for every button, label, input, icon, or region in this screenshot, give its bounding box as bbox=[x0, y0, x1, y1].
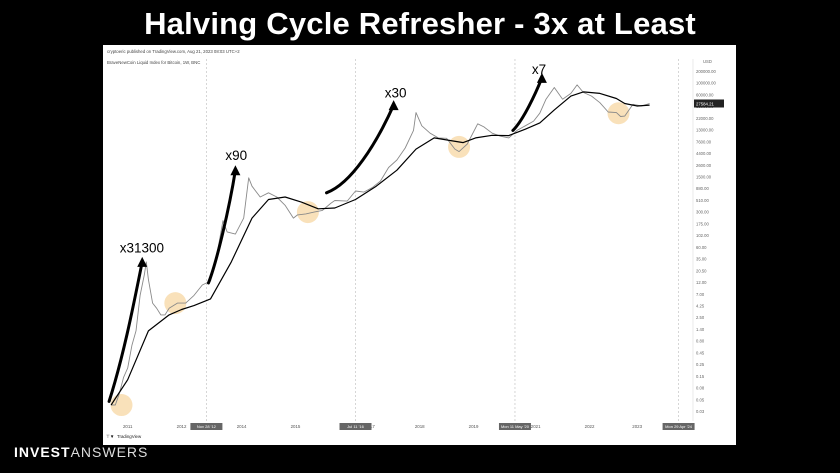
tradingview-watermark: TradingView bbox=[117, 434, 142, 439]
y-tick-label: 1500.00 bbox=[696, 175, 712, 180]
y-tick-label: 0.25 bbox=[696, 362, 705, 367]
y-tick-label: 880.00 bbox=[696, 186, 709, 191]
growth-arrow-head bbox=[230, 165, 241, 176]
y-tick-label: 102.00 bbox=[696, 233, 709, 238]
multiplier-annotation: x7 bbox=[532, 62, 546, 77]
y-tick-label: 22000.00 bbox=[696, 116, 714, 121]
current-price-box bbox=[694, 99, 724, 108]
y-tick-label: 13000.00 bbox=[696, 128, 714, 133]
growth-arrow-head bbox=[137, 256, 148, 267]
x-tick-label: 2011 bbox=[123, 424, 133, 429]
x-axis-band bbox=[103, 421, 736, 439]
y-tick-label: 4.25 bbox=[696, 303, 705, 308]
halving-marker-box bbox=[662, 423, 695, 430]
y-tick-label: 0.08 bbox=[696, 386, 705, 391]
price-line[interactable] bbox=[111, 84, 650, 406]
x-tick-label: 2022 bbox=[585, 424, 595, 429]
y-tick-label: 1.40 bbox=[696, 327, 705, 332]
y-tick-label: 100000.00 bbox=[696, 81, 716, 86]
halving-marker-box bbox=[498, 423, 531, 430]
x-tick-label: 2018 bbox=[415, 424, 425, 429]
tradingview-logo-icon: ⊤▼ bbox=[106, 434, 114, 439]
price-chart[interactable]: cryptoeric published on TradingView.com,… bbox=[103, 45, 736, 445]
y-tick-label: 4400.00 bbox=[696, 151, 712, 156]
growth-arrow-head bbox=[536, 72, 547, 83]
halving-marker-box bbox=[190, 423, 223, 430]
halving-marker-label: Nov 28 '12 bbox=[197, 424, 217, 429]
chart-published-line: cryptoeric published on TradingView.com,… bbox=[107, 49, 240, 54]
y-axis-unit: USD bbox=[703, 59, 712, 64]
multiplier-annotation: x90 bbox=[225, 148, 247, 163]
halving-marker-label: Mon 29 Apr '24 bbox=[665, 424, 693, 429]
x-tick-label: 2021 bbox=[531, 424, 541, 429]
y-tick-label: 510.00 bbox=[696, 198, 709, 203]
y-tick-label: 60.00 bbox=[696, 245, 707, 250]
chart-panel: cryptoeric published on TradingView.com,… bbox=[103, 45, 736, 445]
y-tick-label: 0.05 bbox=[696, 397, 705, 402]
y-tick-label: 0.80 bbox=[696, 339, 705, 344]
x-tick-label: 2015 bbox=[291, 424, 301, 429]
growth-arrow bbox=[107, 260, 144, 403]
growth-arrow bbox=[325, 103, 396, 195]
y-tick-label: 0.03 bbox=[696, 409, 705, 414]
brand-logo-light: ANSWERS bbox=[70, 444, 149, 460]
moving-average-line[interactable] bbox=[110, 91, 650, 406]
y-tick-label: 7600.00 bbox=[696, 139, 712, 144]
y-tick-label: 12.00 bbox=[696, 280, 707, 285]
y-tick-label: 200000.00 bbox=[696, 69, 716, 74]
x-tick-label: 2019 bbox=[469, 424, 479, 429]
y-tick-label: 35.00 bbox=[696, 257, 707, 262]
y-tick-label: 0.15 bbox=[696, 374, 705, 379]
multiplier-annotation: x31300 bbox=[120, 241, 164, 256]
x-tick-label: 2014 bbox=[237, 424, 247, 429]
highlight-circle bbox=[448, 135, 471, 158]
brand-logo-bold: INVEST bbox=[14, 444, 71, 460]
y-tick-label: 2.50 bbox=[696, 315, 705, 320]
multiplier-annotation: x30 bbox=[385, 85, 407, 100]
y-tick-label: 2600.00 bbox=[696, 163, 712, 168]
highlight-circle bbox=[607, 102, 630, 125]
growth-arrow-head bbox=[388, 100, 399, 111]
x-tick-label: 2012 bbox=[177, 424, 187, 429]
brand-logo: INVESTANSWERS bbox=[14, 444, 148, 460]
x-tick-label: 2023 bbox=[632, 424, 642, 429]
y-tick-label: 7.00 bbox=[696, 292, 705, 297]
y-tick-label: 300.00 bbox=[696, 210, 709, 215]
halving-marker-label: Mon 11 May '20 bbox=[501, 424, 530, 429]
chart-symbol-line: BraveNewCoin Liquid Index for Bitcoin, 1… bbox=[107, 60, 200, 65]
y-tick-label: 20.50 bbox=[696, 268, 707, 273]
current-price-label: 27584.21 bbox=[696, 101, 715, 106]
y-tick-label: 175.00 bbox=[696, 221, 709, 226]
slide-title: Halving Cycle Refresher - 3x at Least bbox=[144, 6, 696, 41]
halving-marker-label: Jul 11 '16 bbox=[347, 424, 364, 429]
highlight-circle bbox=[164, 292, 187, 315]
growth-arrow bbox=[511, 76, 544, 132]
y-tick-label: 0.45 bbox=[696, 350, 705, 355]
highlight-circle bbox=[110, 394, 133, 417]
y-tick-label: 60000.00 bbox=[696, 92, 714, 97]
halving-marker-box bbox=[339, 423, 372, 430]
growth-arrow bbox=[206, 168, 237, 285]
